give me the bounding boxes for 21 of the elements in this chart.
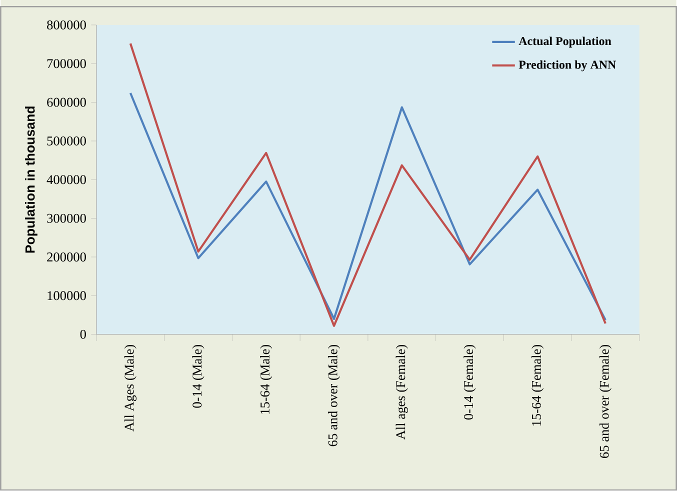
legend-label: Prediction by ANN xyxy=(518,60,616,72)
legend-label: Actual Population xyxy=(518,36,612,48)
y-tick-label: 100000 xyxy=(48,291,86,300)
y-tick-label: 300000 xyxy=(47,214,86,223)
y-tick-label: 500000 xyxy=(47,136,86,146)
y-tick-label: 800000 xyxy=(47,20,86,30)
x-tick-label: All Ages (Male) xyxy=(124,345,136,432)
x-tick-label: 0-14 (Male) xyxy=(192,345,204,408)
y-tick-label: 600000 xyxy=(47,98,86,107)
x-tick-label: All ages (Female) xyxy=(396,345,408,440)
x-tick-label: 15-64 (Female) xyxy=(532,345,544,426)
x-tick-label: 15-64 (Male) xyxy=(260,345,272,414)
x-tick-label: 0-14 (Female) xyxy=(464,345,476,420)
y-tick-label: 700000 xyxy=(47,59,86,68)
y-tick-label: 400000 xyxy=(46,175,86,184)
y-tick-label: 0 xyxy=(80,330,86,339)
x-tick-label: 65 and over (Female) xyxy=(599,345,612,458)
line-series xyxy=(129,92,607,322)
x-tick-label: 65 and over (Male) xyxy=(328,345,340,446)
y-tick-label: 200000 xyxy=(47,252,86,262)
y-axis-title: Population in thousand xyxy=(24,106,38,253)
